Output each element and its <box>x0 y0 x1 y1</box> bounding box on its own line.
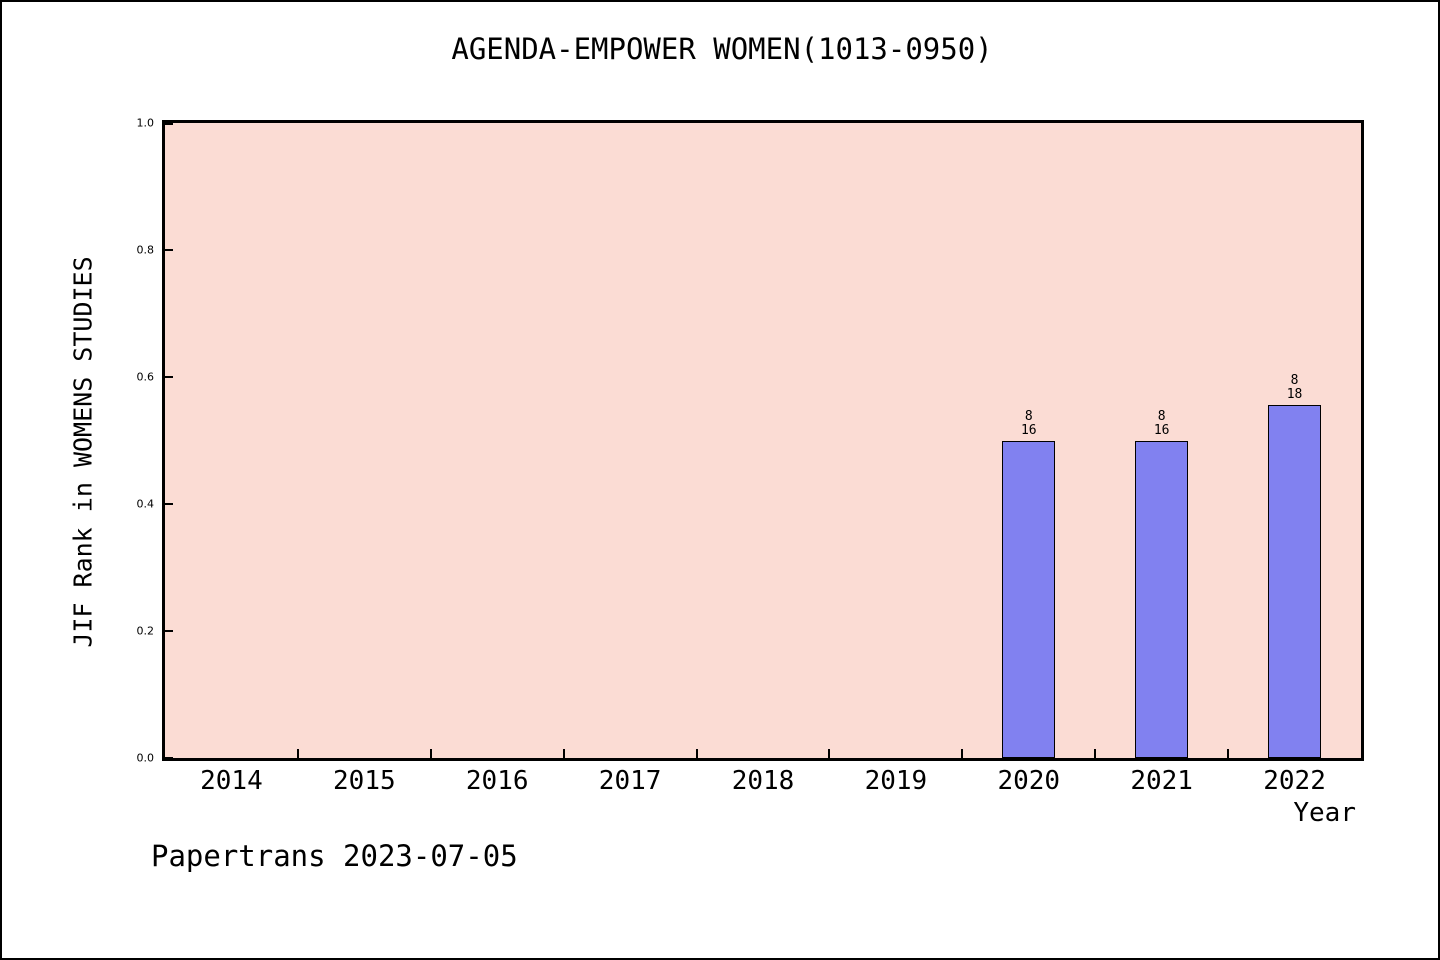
plot-area: 8 16 8 16 8 18 <box>162 120 1364 761</box>
bar-2022 <box>1268 404 1322 758</box>
x-tick-label-2019: 2019 <box>864 766 928 796</box>
bar-value-label-2020: 8 16 <box>1020 408 1037 438</box>
x-tick-label-2022: 2022 <box>1263 766 1326 796</box>
x-tick-label-2016: 2016 <box>465 766 529 796</box>
x-axis-tick <box>1094 749 1097 758</box>
bar-2021 <box>1135 440 1189 758</box>
x-axis-tick <box>828 749 831 758</box>
y-axis-tick <box>165 123 173 125</box>
y-tick-label-0.4: 0.4 <box>136 497 155 511</box>
x-tick-label-2018: 2018 <box>731 766 795 796</box>
bar-2020 <box>1002 440 1056 758</box>
x-tick-label-2021: 2021 <box>1130 766 1193 796</box>
y-tick-label-0.0: 0.0 <box>136 751 155 765</box>
x-tick-label-2014: 2014 <box>200 766 263 796</box>
chart-title: AGENDA-EMPOWER WOMEN(1013-0950) <box>451 32 993 66</box>
x-tick-label-2020: 2020 <box>997 766 1061 796</box>
y-axis-tick <box>165 249 173 251</box>
y-axis-tick <box>165 757 173 759</box>
y-tick-label-0.2: 0.2 <box>136 624 155 638</box>
x-axis-tick <box>562 749 565 758</box>
x-axis-tick <box>1227 749 1230 758</box>
footer-watermark: Papertrans 2023-07-05 <box>151 839 518 873</box>
x-axis-tick <box>695 749 698 758</box>
x-tick-label-2017: 2017 <box>598 766 662 796</box>
x-axis-label: Year <box>1293 798 1356 828</box>
y-axis-tick <box>165 376 173 378</box>
bar-value-label-2022: 8 18 <box>1286 372 1303 402</box>
x-axis-tick <box>961 749 964 758</box>
y-tick-label-1.0: 1.0 <box>136 116 155 130</box>
y-tick-label-0.8: 0.8 <box>136 243 155 257</box>
x-axis-tick <box>429 749 432 758</box>
y-axis-tick <box>165 503 173 505</box>
x-tick-label-2015: 2015 <box>333 766 396 796</box>
x-axis-tick <box>296 749 299 758</box>
y-axis-label: JIF Rank in WOMENS STUDIES <box>68 256 98 648</box>
y-axis-tick <box>165 630 173 632</box>
y-tick-label-0.6: 0.6 <box>136 370 155 384</box>
bar-value-label-2021: 8 16 <box>1153 408 1170 438</box>
